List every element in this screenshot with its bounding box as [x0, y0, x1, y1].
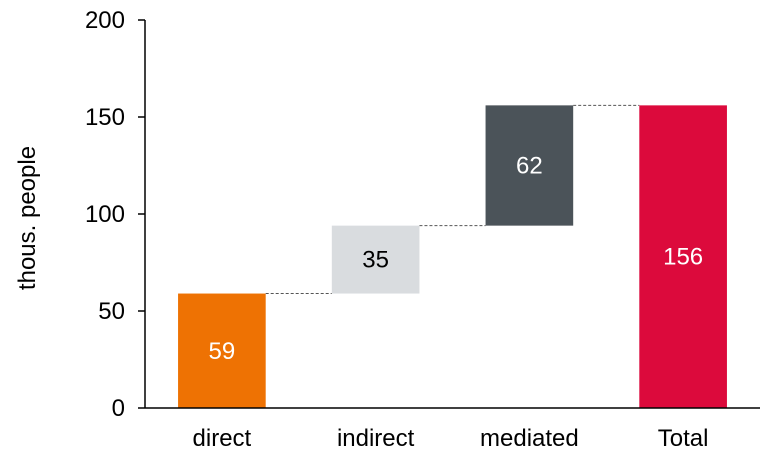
data-label: 62: [516, 153, 543, 180]
category-labels: direct indirect mediated Total: [193, 425, 709, 452]
bars: [178, 105, 727, 409]
y-axis-ticks: 0 50 100 150 200: [85, 7, 145, 422]
x-tick-label: Total: [658, 425, 709, 452]
bar-total: [639, 105, 727, 409]
y-tick-label: 200: [85, 7, 125, 34]
bar-direct: [178, 293, 266, 408]
y-axis-title: thous. people: [14, 146, 41, 290]
y-tick-label: 100: [85, 201, 125, 228]
y-tick-label: 50: [98, 298, 125, 325]
y-tick-label: 0: [112, 395, 125, 422]
data-label: 156: [663, 244, 703, 271]
data-label: 35: [362, 247, 389, 274]
x-tick-label: direct: [193, 425, 252, 452]
connector-lines: [265, 104, 640, 295]
x-tick-label: indirect: [337, 425, 415, 452]
y-tick-label: 150: [85, 104, 125, 131]
data-labels: 59 35 62 156: [209, 153, 704, 365]
data-label: 59: [209, 338, 236, 365]
bar-indirect: [331, 225, 420, 294]
bar-mediated: [485, 105, 574, 226]
x-tick-label: mediated: [480, 425, 579, 452]
